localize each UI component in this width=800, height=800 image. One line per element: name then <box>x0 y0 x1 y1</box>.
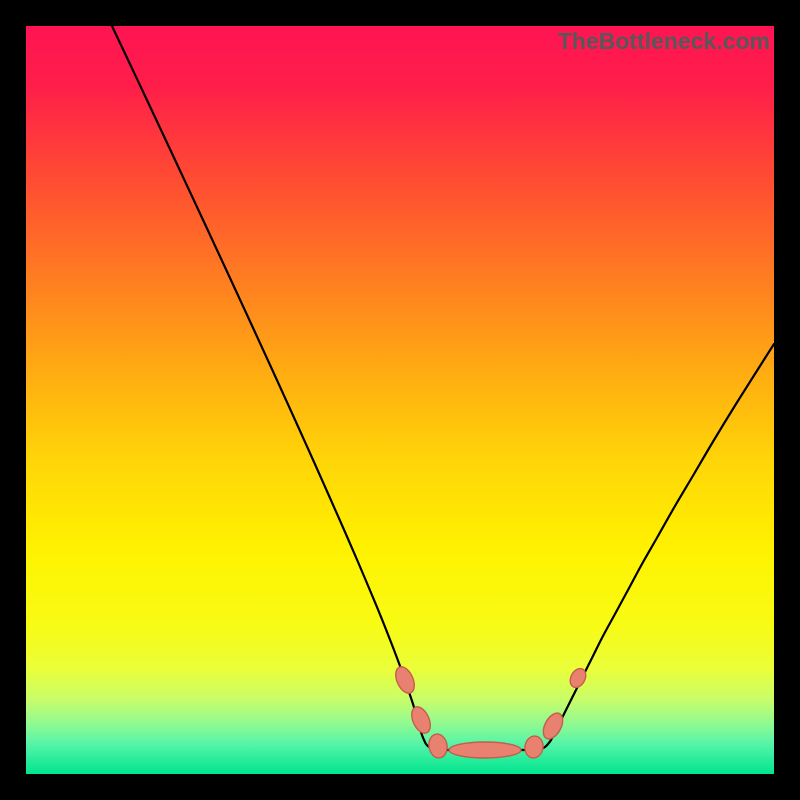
marker-capsule <box>392 664 418 696</box>
plot-area <box>26 26 774 774</box>
marker-capsule <box>427 733 449 760</box>
marker-capsule <box>408 704 434 736</box>
marker-capsule <box>449 742 521 758</box>
marker-capsule <box>523 735 545 760</box>
marker-group <box>392 664 589 759</box>
right-curve <box>536 344 774 750</box>
chart-svg <box>26 26 774 774</box>
left-curve <box>112 26 438 750</box>
watermark-text: TheBottleneck.com <box>558 28 770 55</box>
